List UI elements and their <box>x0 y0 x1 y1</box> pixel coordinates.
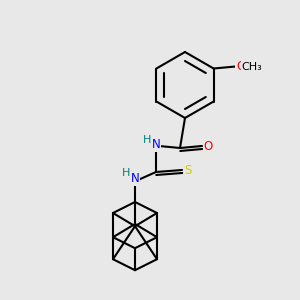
Text: S: S <box>184 164 192 176</box>
Text: CH₃: CH₃ <box>241 61 262 71</box>
Text: H: H <box>143 135 151 145</box>
Text: N: N <box>152 139 160 152</box>
Text: O: O <box>236 60 245 73</box>
Text: O: O <box>203 140 213 152</box>
Text: N: N <box>130 172 140 185</box>
Text: H: H <box>122 168 130 178</box>
